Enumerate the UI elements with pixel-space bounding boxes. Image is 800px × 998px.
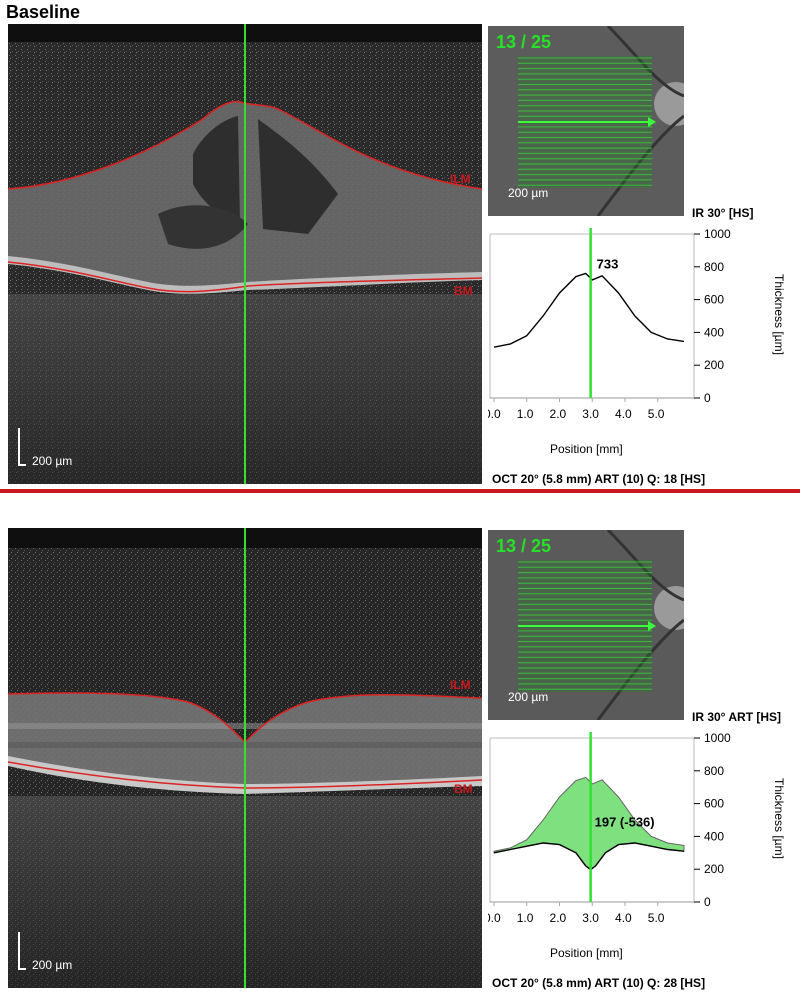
ir-fundus-graphic [488, 530, 684, 720]
x-axis-title: Position [mm] [550, 442, 623, 456]
bm-label: BM [454, 782, 473, 796]
bm-label: BM [454, 284, 473, 298]
ir-fundus-graphic [488, 26, 684, 216]
scale-bar-label: 200 µm [32, 454, 73, 468]
ir-caption: IR 30° ART [HS] [692, 710, 782, 724]
oct-bscan-image [8, 24, 482, 484]
scale-bar [18, 932, 20, 970]
scale-bar [18, 428, 20, 466]
y-tick-label: 800 [704, 764, 724, 778]
y-tick-label: 200 [704, 862, 724, 876]
scan-counter: 13 / 25 [496, 32, 552, 52]
ir-fundus-image-baseline: 13 / 25 200 µm [488, 26, 684, 216]
x-tick-label: 3.0 [582, 407, 599, 421]
oct-caption: OCT 20° (5.8 mm) ART (10) Q: 18 [HS] [492, 472, 706, 486]
y-tick-label: 1000 [704, 228, 731, 241]
marker-value-label: 197 (-536) [595, 815, 655, 830]
x-tick-label: 0.0 [488, 911, 501, 925]
section-divider [0, 489, 800, 493]
scale-bar-foot [18, 968, 26, 970]
x-tick-label: 0.0 [488, 407, 501, 421]
ir-fundus-image-followup: 13 / 25 200 µm [488, 530, 684, 720]
y-tick-label: 600 [704, 797, 724, 811]
oct-caption: OCT 20° (5.8 mm) ART (10) Q: 28 [HS] [492, 976, 706, 990]
scale-bar-label: 200 µm [32, 958, 73, 972]
x-tick-label: 2.0 [550, 911, 567, 925]
x-tick-label: 5.0 [648, 407, 665, 421]
ilm-label: ILM [450, 678, 471, 692]
y-tick-label: 200 [704, 358, 724, 372]
x-tick-label: 2.0 [550, 407, 567, 421]
y-tick-label: 1000 [704, 732, 731, 745]
marker-value-label: 733 [597, 256, 619, 271]
followup-panel: ILM BM 200 µm 13 / 25 200 µm IR 30° ART … [0, 528, 800, 998]
ir-caption: IR 30° [HS] [692, 206, 754, 220]
oct-bscan-followup: ILM BM 200 µm [8, 528, 482, 988]
scale-bar-foot [18, 464, 26, 466]
y-axis-title: Thickness [µm] [772, 274, 786, 355]
y-axis-title: Thickness [µm] [772, 778, 786, 859]
y-tick-label: 600 [704, 293, 724, 307]
oct-bscan-image [8, 528, 482, 988]
x-tick-label: 4.0 [615, 407, 632, 421]
x-tick-label: 3.0 [582, 911, 599, 925]
baseline-panel: ILM BM 200 µm 13 / 25 200 µm IR 30° [HS]… [0, 24, 800, 494]
y-tick-label: 0 [704, 391, 711, 405]
x-axis-title: Position [mm] [550, 946, 623, 960]
x-tick-label: 5.0 [648, 911, 665, 925]
plot-area [489, 233, 695, 399]
x-tick-label: 1.0 [517, 407, 534, 421]
ir-scale-label: 200 µm [508, 690, 549, 704]
scan-counter: 13 / 25 [496, 536, 552, 556]
y-tick-label: 400 [704, 829, 724, 843]
thickness-graph-followup: 1000 800 600 400 200 0 0.0 1.0 2.0 3.0 4.0 5.0 197 (… [488, 732, 731, 925]
y-tick-label: 0 [704, 895, 711, 909]
thickness-graph-baseline: 1000 800 600 400 200 0 0.0 1.0 2.0 3.0 4.0 5.0 733 [488, 228, 731, 421]
page-title: Baseline [6, 2, 81, 22]
x-tick-label: 1.0 [517, 911, 534, 925]
y-tick-label: 800 [704, 260, 724, 274]
oct-bscan-baseline: ILM BM 200 µm [8, 24, 482, 484]
ilm-label: ILM [450, 172, 471, 186]
ir-scale-label: 200 µm [508, 186, 549, 200]
thickness-line [493, 272, 685, 348]
x-tick-label: 4.0 [615, 911, 632, 925]
y-tick-label: 400 [704, 325, 724, 339]
